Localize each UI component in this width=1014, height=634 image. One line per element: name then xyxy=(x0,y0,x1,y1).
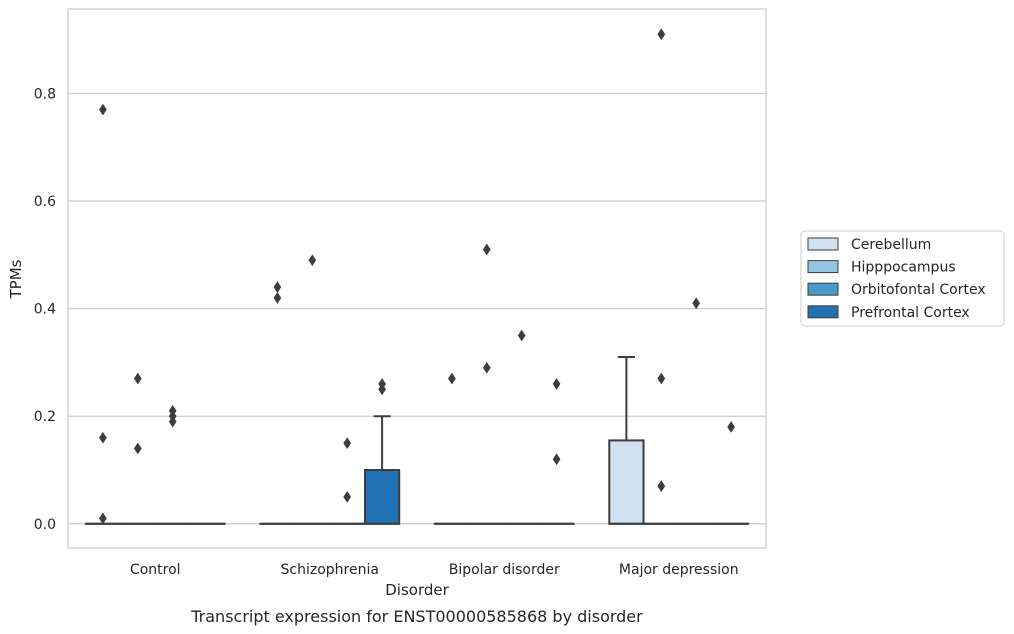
x-axis-label: Disorder xyxy=(385,581,449,599)
y-axis-label: TPMs xyxy=(7,259,25,299)
x-tick-label: Major depression xyxy=(619,562,739,578)
box xyxy=(608,356,645,525)
x-tick-label: Schizophrenia xyxy=(281,562,379,578)
outlier-point xyxy=(133,372,142,385)
outlier-point xyxy=(448,372,456,385)
outlier-point xyxy=(308,254,317,267)
chart-caption: Transcript expression for ENST0000058586… xyxy=(190,607,643,626)
outlier-point xyxy=(482,243,491,256)
y-tick-label: 0.8 xyxy=(34,86,56,102)
box xyxy=(363,415,401,525)
outlier-point xyxy=(482,361,491,374)
y-tick-label: 0.4 xyxy=(34,302,56,318)
x-tick-label: Bipolar disorder xyxy=(449,562,560,578)
box-layer xyxy=(84,356,750,525)
y-tick-label: 0.0 xyxy=(34,517,56,533)
box-body xyxy=(608,439,645,525)
outlier-point xyxy=(273,281,282,294)
gridlines xyxy=(68,92,766,525)
legend-label: Cerebellum xyxy=(851,237,931,253)
legend-swatch xyxy=(807,282,839,296)
legend-swatch xyxy=(807,260,839,274)
outlier-point xyxy=(99,512,107,525)
outlier-point xyxy=(168,415,177,428)
outlier-point xyxy=(343,490,352,503)
legend-swatch xyxy=(807,305,839,319)
outlier-point xyxy=(552,377,561,390)
outlier-point xyxy=(378,383,386,396)
legend-swatch xyxy=(807,237,839,251)
outlier-point xyxy=(552,453,561,466)
x-tick-label: Control xyxy=(130,562,181,578)
outlier-point xyxy=(343,437,352,450)
legend-label: Hipppocampus xyxy=(851,260,956,276)
outlier-point xyxy=(133,442,142,455)
y-tick-label: 0.6 xyxy=(34,194,56,210)
outlier-layer xyxy=(99,28,735,525)
plot-frame xyxy=(67,8,767,549)
legend-label: Orbitofontal Cortex xyxy=(851,282,986,298)
outlier-point xyxy=(99,103,107,116)
legend-label: Prefrontal Cortex xyxy=(851,305,970,321)
x-tick-labels: Control Schizophrenia Bipolar disorder Majo… xyxy=(130,562,739,578)
legend: Cerebellum Hipppocampus Orbitofontal Corte… xyxy=(800,230,1005,327)
outlier-point xyxy=(517,329,526,342)
outlier-point xyxy=(727,421,735,433)
outlier-point xyxy=(692,297,701,310)
y-tick-label: 0.2 xyxy=(34,409,56,425)
y-tick-labels: 0.0 0.2 0.4 0.6 0.8 xyxy=(34,86,56,532)
outlier-point xyxy=(657,28,666,41)
box-body xyxy=(363,469,401,525)
outlier-point xyxy=(273,291,282,304)
outlier-point xyxy=(657,480,666,493)
outlier-point xyxy=(99,431,107,444)
legend-frame xyxy=(800,230,1005,327)
outlier-point xyxy=(657,372,666,385)
